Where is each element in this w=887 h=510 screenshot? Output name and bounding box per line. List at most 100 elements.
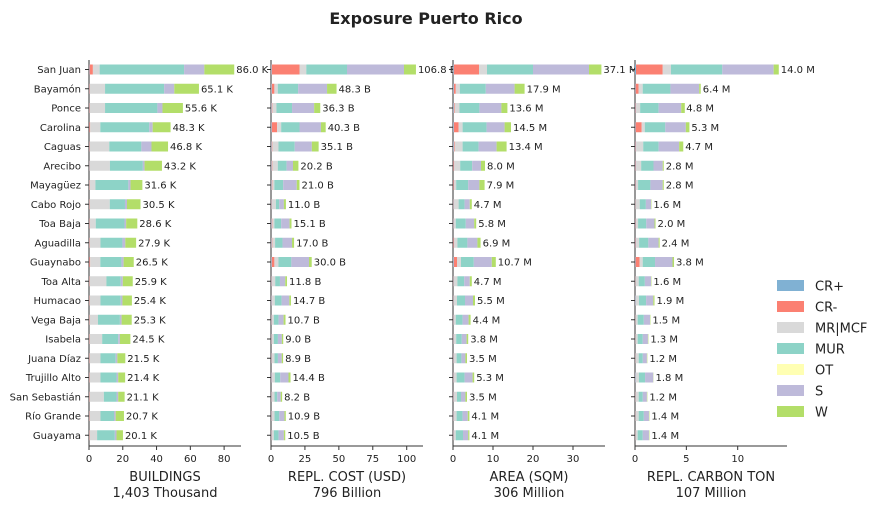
bar-segment-mur xyxy=(638,391,643,402)
bar-segment-s xyxy=(116,372,119,383)
bar-segment-mur xyxy=(639,199,646,210)
value-label: 40.3 B xyxy=(328,123,360,134)
bar-segment-mr-mcf xyxy=(635,314,638,325)
bar-segment-w xyxy=(130,180,143,190)
bar-segment-w xyxy=(122,295,132,306)
value-label: 35.1 B xyxy=(321,142,353,153)
bar-segment-s xyxy=(120,295,123,306)
bar-segment-cr- xyxy=(89,103,90,113)
value-label: 8.0 M xyxy=(487,161,515,172)
bar-segment-mur xyxy=(274,180,284,190)
bar-segment-s xyxy=(279,276,286,287)
bar-segment-mr-mcf xyxy=(89,199,110,210)
bar-segment-cr- xyxy=(636,64,663,75)
bar-segment-cr- xyxy=(635,218,637,229)
bar-segment-w xyxy=(469,276,472,287)
bar-segment-mr-mcf xyxy=(274,83,278,94)
bar-segment-w xyxy=(309,257,312,267)
x-tick-label: 0 xyxy=(450,454,456,465)
value-label: 11.0 B xyxy=(288,200,320,211)
bar-segment-mur xyxy=(95,218,125,229)
value-label: 5.8 M xyxy=(478,219,506,230)
value-label: 25.4 K xyxy=(134,296,166,307)
bar-segment-mr-mcf xyxy=(90,257,101,267)
bar-segment-mr-mcf xyxy=(453,334,457,344)
bar-segment-s xyxy=(277,353,282,364)
bar-segment-w xyxy=(473,295,475,306)
bar-segment-mr-mcf xyxy=(89,141,110,152)
bar-segment-mr-mcf xyxy=(453,276,458,287)
bar-segment-mr-mcf xyxy=(274,257,279,267)
bar-segment-mur xyxy=(97,314,120,325)
bar-segment-w xyxy=(469,199,472,210)
value-label: 3.8 M xyxy=(676,258,704,269)
bar-segment-mr-mcf xyxy=(453,295,457,306)
bar-segment-mur xyxy=(273,314,279,325)
bar-segment-s xyxy=(124,199,127,210)
x-axis-title: AREA (SQM) xyxy=(489,470,568,485)
bar-segment-cr- xyxy=(89,122,91,133)
value-label: 17.9 M xyxy=(527,84,561,95)
value-label: 55.6 K xyxy=(185,104,217,115)
category-label: Mayagüez xyxy=(30,181,81,192)
bar-segment-mur xyxy=(276,103,293,113)
bar-segment-cr- xyxy=(271,237,273,248)
bar-segment-mur xyxy=(456,353,462,364)
value-label: 15.1 B xyxy=(293,219,325,230)
bar-segment-w xyxy=(501,103,508,113)
value-label: 4.1 M xyxy=(471,412,499,423)
bar-segment-cr- xyxy=(453,237,455,248)
bar-segment-w xyxy=(119,334,131,344)
value-label: 8.2 B xyxy=(284,392,310,403)
bar-segment-s xyxy=(462,411,468,421)
bar-segment-mr-mcf xyxy=(89,430,98,441)
value-label: 20.2 B xyxy=(300,161,332,172)
bar-segment-mur xyxy=(275,199,280,210)
x-axis-subtitle: 306 Million xyxy=(494,486,565,501)
value-label: 14.7 B xyxy=(293,296,325,307)
bar-segment-s xyxy=(291,257,309,267)
value-label: 4.4 M xyxy=(473,315,501,326)
bar-segment-w xyxy=(162,103,183,113)
bar-segment-cr- xyxy=(271,257,272,267)
bar-segment-mur xyxy=(487,64,533,75)
value-label: 10.7 M xyxy=(498,258,532,269)
bar-segment-mur xyxy=(641,160,654,171)
bar-segment-s xyxy=(157,103,163,113)
legend-label: OT xyxy=(815,364,833,379)
bar-segment-w xyxy=(126,218,138,229)
value-label: 1.4 M xyxy=(651,412,679,423)
bar-segment-s xyxy=(184,64,205,75)
bar-segment-mr-mcf xyxy=(635,411,639,421)
value-label: 13.6 M xyxy=(509,104,543,115)
category-label: Aguadilla xyxy=(35,238,81,249)
bar-segment-s xyxy=(486,122,505,133)
bar-segment-mr-mcf xyxy=(457,257,461,267)
x-axis-title: BUILDINGS xyxy=(129,470,200,485)
value-label: 30.0 B xyxy=(314,258,346,269)
x-tick-label: 0 xyxy=(86,454,92,465)
bar-segment-w xyxy=(311,141,319,152)
bar-segment-mur xyxy=(103,391,117,402)
bar-segment-cr- xyxy=(635,64,637,75)
value-label: 43.2 K xyxy=(164,161,196,172)
category-label: Trujillo Alto xyxy=(25,373,81,384)
bar-segment-cr- xyxy=(89,64,90,75)
bar-segment-mur xyxy=(274,353,278,364)
bar-segment-mur xyxy=(456,372,465,383)
bar-segment-mur xyxy=(638,411,644,421)
bar-segment-s xyxy=(464,276,470,287)
legend-label: W xyxy=(815,406,828,421)
bar-segment-mr-mcf xyxy=(453,353,457,364)
bar-segment-s xyxy=(461,334,467,344)
bar-segment-s xyxy=(278,430,284,441)
bar-segment-s xyxy=(128,180,131,190)
chart-title: Exposure Puerto Rico xyxy=(329,9,522,28)
bar-segment-mr-mcf xyxy=(271,314,274,325)
category-label: Carolina xyxy=(40,123,81,134)
bar-segment-cr- xyxy=(89,83,90,94)
bar-segment-mur xyxy=(638,276,645,287)
value-label: 4.1 M xyxy=(471,431,499,442)
bar-segment-w xyxy=(123,257,134,267)
bar-segment-w xyxy=(280,391,283,402)
